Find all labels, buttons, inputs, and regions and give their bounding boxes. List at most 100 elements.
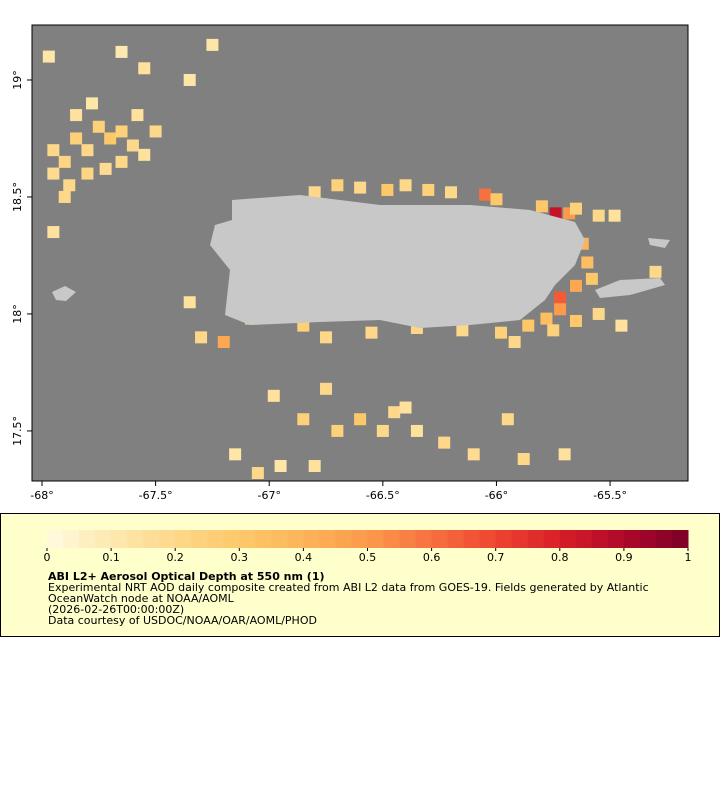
- colorbar-tick-label: 0.4: [295, 551, 313, 564]
- colorbar-swatch: [447, 530, 465, 548]
- colorbar-tick-label: 0.1: [102, 551, 120, 564]
- aod-cell: [535, 200, 548, 213]
- colorbar-swatch: [527, 530, 545, 548]
- aod-cell: [388, 406, 401, 419]
- colorbar-swatch: [591, 530, 609, 548]
- colorbar-swatch: [271, 530, 288, 548]
- colorbar-swatch: [351, 530, 368, 548]
- mona-island: [52, 286, 76, 301]
- aod-cell: [183, 73, 196, 86]
- aod-cell: [206, 38, 219, 51]
- aod-cell: [217, 336, 230, 349]
- colorbar-swatch: [495, 530, 513, 548]
- aod-cell: [365, 326, 378, 339]
- colorbar-swatch: [335, 530, 352, 548]
- aod-cell: [581, 256, 594, 269]
- x-tick-label: -68°: [30, 489, 53, 502]
- aod-cell: [585, 272, 598, 285]
- legend-line: Experimental NRT AOD daily composite cre…: [48, 581, 649, 594]
- legend-line: Data courtesy of USDOC/NOAA/OAR/AOML/PHO…: [48, 614, 317, 627]
- colorbar-swatch: [207, 530, 224, 548]
- colorbar-swatch: [511, 530, 529, 548]
- aod-cell: [381, 183, 394, 196]
- colorbar-swatch: [607, 530, 625, 548]
- colorbar-swatch: [639, 530, 657, 548]
- aod-cell: [354, 181, 367, 194]
- aod-cell: [47, 167, 60, 180]
- colorbar-swatch: [479, 530, 497, 548]
- colorbar-swatch: [287, 530, 304, 548]
- colorbar-tick-label: 0.8: [551, 551, 569, 564]
- aod-cell: [320, 382, 333, 395]
- colorbar-swatch: [111, 530, 128, 548]
- aod-cell: [251, 467, 264, 480]
- colorbar-tick-label: 0.9: [615, 551, 633, 564]
- aod-cell: [479, 188, 492, 201]
- colorbar-swatch: [543, 530, 561, 548]
- aod-cell: [70, 109, 83, 122]
- colorbar-tick-label: 0.7: [487, 551, 505, 564]
- aod-cell: [47, 226, 60, 239]
- aod-cell: [92, 120, 105, 133]
- aod-cell: [81, 167, 94, 180]
- aod-cell: [183, 296, 196, 309]
- aod-cell: [569, 314, 582, 327]
- colorbar-swatch: [623, 530, 641, 548]
- aod-cell: [540, 312, 553, 325]
- aod-cell: [63, 179, 76, 192]
- aod-cell: [508, 336, 521, 349]
- colorbar-swatch: [143, 530, 160, 548]
- y-tick-label: 17.5°: [11, 416, 24, 446]
- aod-cell: [58, 155, 71, 168]
- aod-cell: [81, 144, 94, 157]
- aod-cell: [99, 162, 112, 175]
- x-tick-label: -67°: [257, 489, 280, 502]
- aod-cell: [308, 186, 321, 199]
- y-tick-label: 18°: [11, 304, 24, 324]
- colorbar-swatch: [671, 530, 689, 548]
- colorbar-swatch: [431, 530, 449, 548]
- colorbar-swatch: [159, 530, 176, 548]
- colorbar-tick-label: 1: [685, 551, 692, 564]
- aod-cell: [115, 45, 128, 58]
- aod-cell: [104, 132, 117, 145]
- aod-cell: [274, 460, 287, 473]
- aod-cell: [42, 50, 55, 63]
- land: [52, 195, 670, 328]
- aod-cell: [501, 413, 514, 426]
- colorbar-swatch: [367, 530, 385, 548]
- aod-cell: [410, 424, 423, 437]
- y-tick-label: 18.5°: [11, 182, 24, 212]
- aod-cell: [558, 448, 571, 461]
- aod-cell: [70, 132, 83, 145]
- aod-cell: [592, 307, 605, 320]
- colorbar-swatch: [63, 530, 80, 548]
- legend-line: (2026-02-26T00:00:00Z): [48, 603, 184, 616]
- aod-cell: [85, 97, 98, 110]
- aod-cell: [547, 324, 560, 337]
- aod-cell: [229, 448, 242, 461]
- aod-cell: [467, 448, 480, 461]
- colorbar-swatch: [47, 530, 64, 548]
- colorbar-swatch: [319, 530, 336, 548]
- colorbar-tick-label: 0.3: [231, 551, 249, 564]
- colorbar-swatch: [95, 530, 112, 548]
- colorbar-tick-label: 0: [44, 551, 51, 564]
- legend-line: OceanWatch node at NOAA/AOML: [48, 592, 235, 605]
- colorbar-swatch: [79, 530, 96, 548]
- aod-cell: [354, 413, 367, 426]
- aod-cell: [376, 424, 389, 437]
- colorbar-swatch: [303, 530, 320, 548]
- aod-cell: [320, 331, 333, 344]
- colorbar-swatch: [223, 530, 240, 548]
- aod-cell: [399, 179, 412, 192]
- aod-cell: [115, 125, 128, 138]
- colorbar-swatch: [127, 530, 144, 548]
- colorbar-tick-label: 0.5: [359, 551, 377, 564]
- x-tick-label: -66.5°: [366, 489, 400, 502]
- aod-cell: [138, 62, 151, 75]
- colorbar-swatch: [175, 530, 192, 548]
- aod-cell: [138, 148, 151, 161]
- aod-cell: [308, 460, 321, 473]
